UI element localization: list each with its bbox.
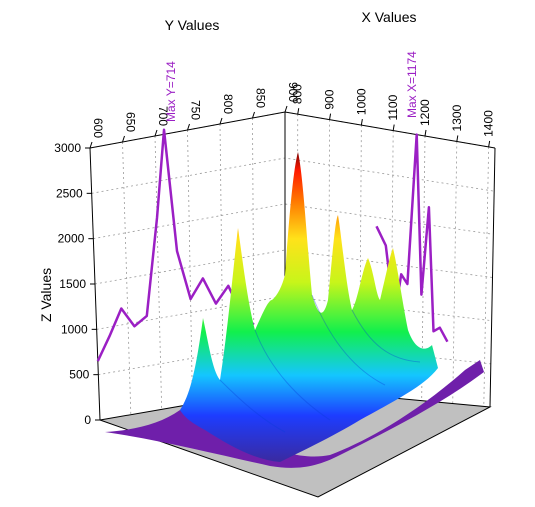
- y-gridline: [187, 129, 193, 405]
- y-tick-label: 800: [221, 94, 235, 114]
- x-axis-ticks: 800 900 1000 1100 1200 1300 1400: [291, 84, 496, 147]
- z-gridline: [93, 203, 494, 240]
- z-tick-label: 1000: [61, 322, 88, 336]
- x-tick-mark: [360, 119, 363, 126]
- y-tick-mark: [219, 117, 223, 125]
- x-tick-mark: [297, 108, 300, 115]
- y-tick-mark: [122, 135, 125, 143]
- z-tick-label: 1500: [59, 277, 86, 291]
- y-tick-mark: [252, 111, 255, 119]
- max-y-annotation: Max Y=714: [164, 61, 178, 122]
- z-tick-label: 0: [84, 413, 91, 427]
- y-tick-label: 850: [254, 88, 268, 108]
- x-tick-mark: [329, 113, 332, 120]
- x-gridline: [452, 141, 458, 404]
- x-tick-mark: [392, 124, 395, 131]
- surface-contours: [219, 294, 421, 433]
- surface-base: [105, 360, 484, 468]
- x-tick-label: 1400: [482, 110, 496, 137]
- y-gridline: [219, 123, 224, 399]
- z-tick-label: 500: [69, 368, 89, 382]
- y-tick-mark: [154, 129, 158, 137]
- surface-plot: [105, 152, 484, 468]
- y-tick-label: 700: [156, 106, 170, 126]
- y-axis-ticks: 600 650 700 750 800 850 900: [89, 82, 300, 149]
- surface-peaks: [180, 152, 438, 462]
- z-axis-title: Z Values: [38, 268, 54, 322]
- z-tick-label: 2500: [56, 186, 83, 200]
- x-tick-label: 1100: [386, 94, 400, 120]
- y-gridline: [122, 141, 132, 415]
- x-tick-label: 900: [323, 89, 337, 109]
- y-tick-label: 600: [91, 118, 105, 138]
- x-tick-label: 1200: [418, 99, 432, 126]
- y-gridline: [154, 135, 163, 410]
- max-x-annotation: Max X=1174: [405, 51, 419, 118]
- z-tick-label: 2000: [58, 232, 85, 246]
- y-tick-label: 750: [189, 100, 203, 120]
- x-tick-label: 1000: [354, 88, 368, 115]
- y-axis-title: Y Values: [165, 17, 220, 33]
- x-gridline: [483, 146, 490, 407]
- x-tick-label: 800: [291, 84, 305, 104]
- y-tick-label: 650: [124, 112, 138, 132]
- y-tick-mark: [284, 105, 288, 113]
- x-tick-mark: [488, 140, 491, 147]
- y-tick-mark: [89, 141, 93, 149]
- x-tick-mark: [424, 129, 427, 137]
- y-tick-mark: [187, 123, 190, 131]
- z-tick-label: 3000: [54, 141, 81, 155]
- z-axis-ticks: 0 500 1000 1500 2000 2500 3000: [54, 141, 100, 427]
- x-axis-title: X Values: [362, 9, 417, 25]
- right-edge: [489, 147, 496, 408]
- y-tick-label: 900: [286, 82, 300, 102]
- y-gridline: [252, 117, 255, 394]
- y-projection-curve: [96, 128, 255, 362]
- x-tick-mark: [456, 135, 459, 142]
- x-tick-label: 1300: [450, 104, 464, 131]
